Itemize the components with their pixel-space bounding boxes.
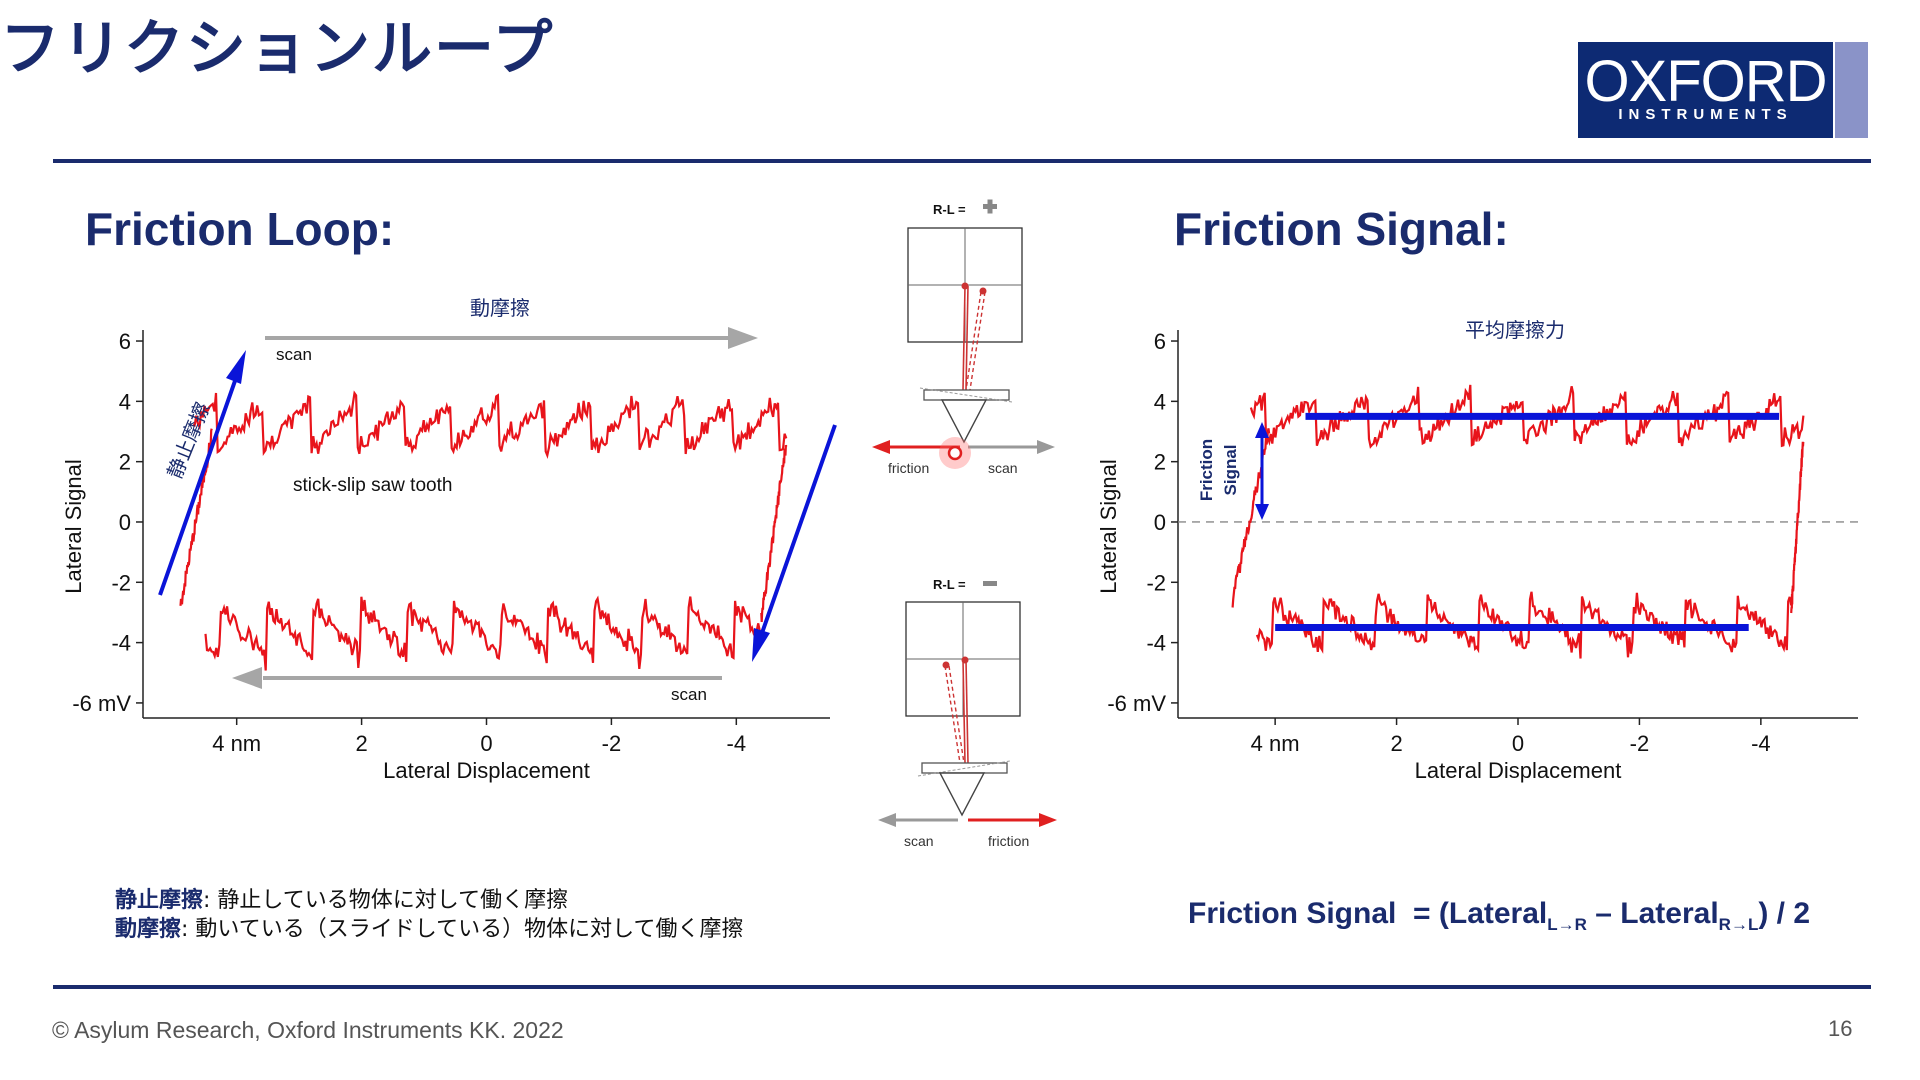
c2-ytick-label-1: 4 (1154, 389, 1166, 414)
right-fall-arrow (760, 424, 837, 634)
c2-right-fall (1790, 441, 1805, 614)
formula-sub2: R→L (1718, 915, 1759, 934)
static-rise-arrow (158, 377, 238, 596)
contact-point (947, 445, 963, 461)
c2-xtick-label-1: 2 (1390, 731, 1402, 756)
average-label: 平均摩擦力 (1465, 319, 1565, 342)
static-rise-arrowhead (226, 350, 246, 384)
sawtooth-label: stick-slip saw tooth (293, 475, 452, 496)
logo-sub: INSTRUMENTS (1618, 106, 1793, 123)
bottom-friction-label: friction (988, 833, 1029, 849)
friction-signal-chart: 6 4 2 0 -2 -4 -6 mV 4 nm 2 0 -2 -4 Lateral Displacem… (1096, 319, 1858, 783)
c2-xlabel: Lateral Displacement (1415, 758, 1622, 783)
top-scan-label: scan (988, 460, 1018, 476)
c2-xtick-label-3: -2 (1630, 731, 1650, 756)
friction-signal-label-1: Friction (1197, 439, 1216, 501)
oxford-logo: OXFORD INSTRUMENTS (1578, 42, 1868, 138)
friction-formula: Friction Signal = (LateralL→R – LateralR… (1188, 897, 1810, 935)
c2-ytick-label-6: -6 mV (1107, 691, 1166, 716)
friction-signal-label-2: Signal (1221, 444, 1240, 495)
kinetic-scan-arrowhead (728, 327, 758, 349)
c2-xtick-label-0: 4 nm (1251, 731, 1300, 756)
copyright: © Asylum Research, Oxford Instruments KK… (52, 1017, 564, 1043)
bottom-scan-label: scan (904, 833, 934, 849)
c1-xtick-label-0: 4 nm (212, 731, 261, 756)
c1-upper-trace (192, 390, 788, 460)
c2-lower-trace (1255, 591, 1793, 659)
c2-ylabel: Lateral Signal (1096, 459, 1121, 594)
c2-ytick-label-3: 0 (1154, 510, 1166, 535)
c2-axes: 6 4 2 0 -2 -4 -6 mV 4 nm 2 0 -2 -4 Lateral Displacem… (1096, 329, 1858, 783)
page-number: 16 (1828, 1016, 1853, 1041)
friction-loop-title: Friction Loop: (85, 203, 395, 255)
slide-title: フリクションループ (0, 14, 555, 84)
c1-xtick-label-1: 2 (355, 731, 367, 756)
definition-static: 静止摩擦: 静止している物体に対して働く摩擦 (115, 886, 743, 915)
bottom-rl-label: R-L = (933, 577, 966, 592)
bottom-tip (938, 772, 986, 817)
c2-ytick-label-4: -2 (1146, 570, 1166, 595)
friction-loop-chart: 6 4 2 0 -2 -4 -6 mV 4 nm 2 0 -2 -4 Lateral Displacem… (61, 297, 837, 783)
c1-ytick-label-6: -6 mV (72, 691, 131, 716)
kinetic-label: 動摩擦 (470, 297, 530, 320)
c2-mean-lines (1275, 412, 1780, 632)
cantilever-diagram: R-L = friction scan R-L = scan friction (872, 199, 1057, 849)
c1-ylabel: Lateral Signal (61, 459, 86, 594)
c1-lower-trace (204, 595, 763, 671)
top-friction-label: friction (888, 460, 929, 476)
scan-top-label: scan (276, 345, 312, 364)
logo-box (1578, 42, 1833, 138)
c1-xtick-label-4: -4 (727, 731, 747, 756)
c1-ytick-label-4: -2 (111, 570, 131, 595)
def-term-kinetic: 動摩擦 (115, 917, 182, 942)
c1-xtick-label-2: 0 (480, 731, 492, 756)
plus-icon (983, 199, 997, 214)
footer-rule (53, 985, 1871, 989)
c2-ytick-label-5: -4 (1146, 631, 1166, 656)
definition-kinetic: 動摩擦: 動いている（スライドしている）物体に対して働く摩擦 (115, 915, 743, 944)
formula-lhs: Friction Signal (1188, 897, 1397, 930)
logo-tab (1835, 42, 1868, 138)
formula-tail: ) / 2 (1758, 897, 1811, 930)
top-rl-label: R-L = (933, 202, 966, 217)
c1-ytick-label-0: 6 (119, 329, 131, 354)
c1-xtick-label-3: -2 (602, 731, 622, 756)
c1-ytick-label-5: -4 (111, 631, 131, 656)
c1-ytick-label-1: 4 (119, 389, 131, 414)
def-term-static: 静止摩擦 (115, 888, 204, 913)
friction-signal-title: Friction Signal: (1174, 203, 1509, 255)
def-text-kinetic: : 動いている（スライドしている）物体に対して働く摩擦 (181, 917, 744, 942)
c2-ytick-label-0: 6 (1154, 329, 1166, 354)
top-tip (940, 399, 988, 444)
c1-ytick-label-2: 2 (119, 450, 131, 475)
c1-right-fall (760, 444, 788, 622)
logo-brand: OXFORD (1584, 49, 1827, 114)
c2-xtick-label-4: -4 (1751, 731, 1771, 756)
formula-sub1: L→R (1547, 915, 1587, 934)
def-text-static: : 静止している物体に対して働く摩擦 (203, 888, 569, 913)
scan-bottom-label: scan (671, 685, 707, 704)
definitions: 静止摩擦: 静止している物体に対して働く摩擦 動摩擦: 動いている（スライドして… (115, 886, 743, 944)
formula-eq: = (Lateral (1413, 897, 1548, 930)
formula-minus: – Lateral (1586, 897, 1719, 930)
c1-ytick-label-3: 0 (119, 510, 131, 535)
c1-axes: 6 4 2 0 -2 -4 -6 mV 4 nm 2 0 -2 -4 Lateral Displacem… (61, 329, 830, 783)
header-rule (53, 159, 1871, 163)
right-fall-arrowhead (752, 628, 770, 662)
minus-icon (983, 581, 997, 586)
c2-ytick-label-2: 2 (1154, 450, 1166, 475)
c2-xtick-label-2: 0 (1512, 731, 1524, 756)
bottom-scan-arrowhead (232, 667, 262, 689)
c1-xlabel: Lateral Displacement (383, 758, 590, 783)
